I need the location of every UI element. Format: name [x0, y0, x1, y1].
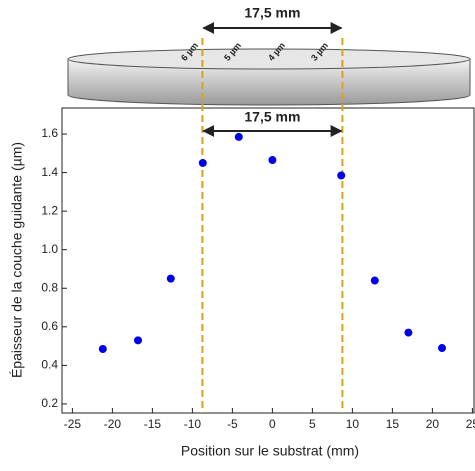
- x-tick-label: -20: [104, 417, 122, 431]
- y-tick-label: 0.6: [41, 319, 58, 333]
- y-tick-label: 1.6: [41, 126, 58, 140]
- data-point: [337, 171, 346, 180]
- data-point: [98, 344, 107, 353]
- x-axis-label: Position sur le substrat (mm): [181, 443, 359, 459]
- y-tick-label: 0.8: [41, 280, 58, 294]
- data-point: [198, 158, 207, 167]
- x-tick-label: 20: [426, 417, 440, 431]
- x-tick-label: 5: [309, 417, 316, 431]
- data-point: [134, 336, 142, 345]
- x-tick-label: 0: [269, 417, 276, 431]
- y-tick-label: 1.2: [41, 203, 58, 217]
- y-tick-label: 0.4: [41, 358, 58, 372]
- y-tick-label: 1.4: [41, 165, 58, 179]
- span-label: 17,5 mm: [244, 109, 300, 125]
- disk: [67, 48, 471, 106]
- span-label: 17,5 mm: [244, 5, 300, 21]
- y-tick-label: 1.0: [41, 242, 58, 256]
- x-tick-label: -15: [144, 417, 162, 431]
- data-point: [166, 274, 175, 283]
- data-point: [370, 276, 379, 285]
- data-point: [234, 132, 243, 141]
- data-point: [438, 344, 446, 353]
- x-tick-label: 15: [386, 417, 400, 431]
- x-tick-label: -10: [184, 417, 202, 431]
- x-tick-label: 10: [346, 417, 360, 431]
- x-tick-label: -5: [227, 417, 238, 431]
- y-axis-label: Épaisseur de la couche guidante (µm): [9, 142, 25, 378]
- y-tick-label: 0.2: [41, 396, 58, 410]
- plot-frame: [61, 107, 475, 414]
- x-tick-label: -25: [64, 417, 82, 431]
- data-point: [404, 328, 413, 337]
- x-tick-label: 25: [466, 417, 475, 431]
- data-point: [268, 156, 277, 165]
